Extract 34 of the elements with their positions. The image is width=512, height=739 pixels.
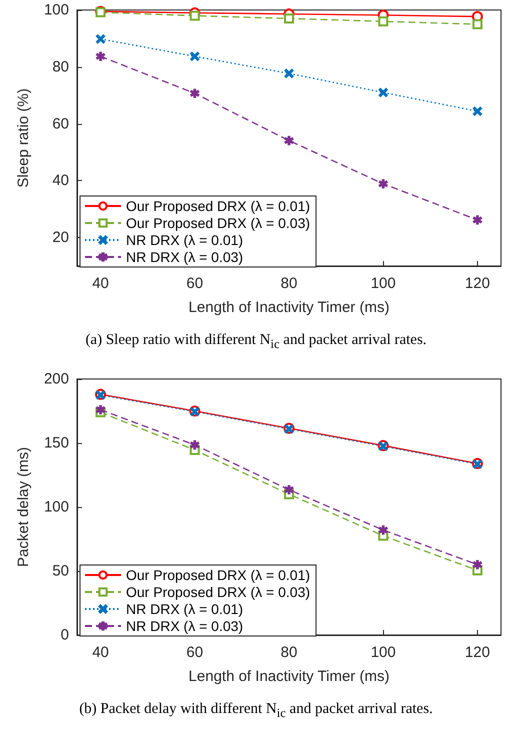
x-tick-label: 60	[186, 275, 204, 292]
x-tick-label: 120	[464, 275, 490, 292]
legend-label: NR DRX (λ = 0.01)	[126, 601, 244, 617]
y-tick-label: 40	[52, 172, 69, 190]
x-tick-label: 100	[370, 275, 396, 292]
x-tick-label: 120	[464, 644, 490, 661]
y-tick-label: 200	[44, 370, 69, 388]
legend-label: Our Proposed DRX (λ = 0.01)	[126, 198, 310, 214]
legend-label: NR DRX (λ = 0.03)	[126, 249, 244, 265]
y-tick-label: 20	[52, 229, 69, 246]
legend-label: NR DRX (λ = 0.03)	[126, 618, 244, 634]
x-tick-label: 100	[370, 644, 396, 661]
y-tick-label: 50	[52, 562, 69, 580]
legend-label: Our Proposed DRX (λ = 0.03)	[126, 215, 310, 231]
y-axis-title: Sleep ratio (%)	[15, 88, 32, 188]
legend-label: Our Proposed DRX (λ = 0.03)	[126, 584, 310, 600]
x-tick-label: 80	[280, 644, 298, 661]
y-tick-label: 0	[60, 626, 69, 644]
text: (a) Sleep ratio with different N$_{ic}$ and packet arrival rates.	[84, 331, 428, 353]
y-tick-label: 100	[44, 498, 69, 516]
x-tick-label: 60	[186, 644, 204, 661]
x-tick-label: 40	[92, 644, 109, 661]
legend-label: NR DRX (λ = 0.01)	[126, 232, 244, 248]
x-axis-title: Length of Inactivity Timer (ms)	[188, 299, 390, 316]
x-tick-label: 40	[92, 275, 109, 292]
text: (b) Packet delay with different N$_{ic}$ and packet arrival rates.	[78, 700, 434, 722]
x-tick-label: 80	[280, 275, 298, 292]
y-tick-label: 100	[44, 2, 69, 18]
x-axis-title: Length of Inactivity Timer (ms)	[188, 668, 390, 685]
y-axis-title: Packet delay (ms)	[15, 446, 32, 568]
y-tick-label: 60	[52, 115, 69, 132]
legend-label: Our Proposed DRX (λ = 0.01)	[126, 567, 310, 583]
y-tick-label: 80	[52, 58, 69, 76]
y-tick-label: 150	[44, 434, 69, 452]
